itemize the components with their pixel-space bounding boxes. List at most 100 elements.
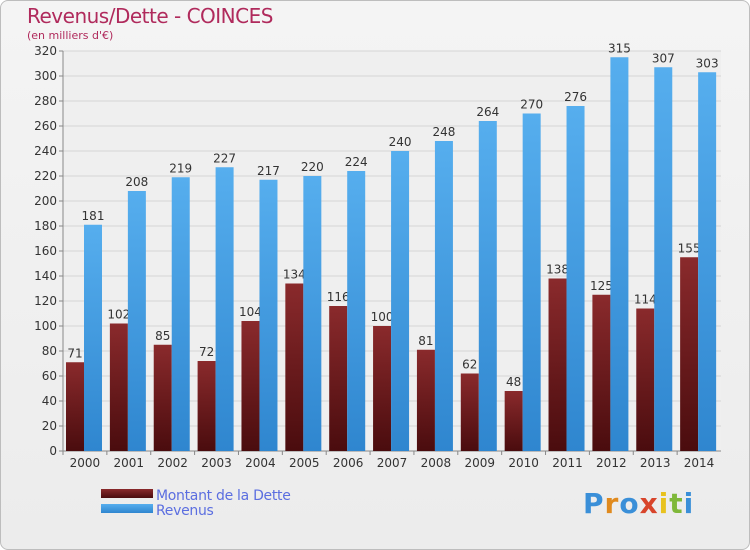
x-tick-label: 2006 xyxy=(333,456,364,470)
bar-dette xyxy=(680,257,699,451)
chart-subtitle: (en milliers d'€) xyxy=(27,29,114,42)
logo-letter: r xyxy=(604,487,620,520)
bar-revenus xyxy=(522,113,541,451)
y-tick-label: 40 xyxy=(42,394,57,408)
logo-letter: o xyxy=(619,487,640,520)
data-label-revenus: 315 xyxy=(608,41,631,55)
data-label-dette: 85 xyxy=(155,329,170,343)
data-label-revenus: 307 xyxy=(652,51,675,65)
bar-dette xyxy=(636,308,655,451)
y-tick-label: 200 xyxy=(34,194,57,208)
data-label-revenus: 264 xyxy=(476,105,499,119)
data-label-dette: 138 xyxy=(546,263,569,277)
data-label-revenus: 270 xyxy=(520,98,543,112)
y-tick-label: 220 xyxy=(34,169,57,183)
logo-letter: i xyxy=(683,487,695,520)
bar-revenus xyxy=(171,177,190,451)
legend-swatch-dette xyxy=(101,489,153,498)
logo-letter: t xyxy=(669,487,684,520)
bar-dette xyxy=(548,278,567,451)
y-tick-label: 300 xyxy=(34,69,57,83)
bar-dette xyxy=(504,391,523,451)
data-label-dette: 116 xyxy=(327,290,350,304)
data-label-revenus: 224 xyxy=(345,155,368,169)
bar-revenus xyxy=(566,106,585,451)
bar-revenus xyxy=(654,67,673,451)
bar-revenus xyxy=(347,171,366,451)
x-tick-label: 2002 xyxy=(157,456,188,470)
chart-title: Revenus/Dette - COINCES xyxy=(27,4,273,28)
bar-dette xyxy=(109,323,128,451)
x-tick-label: 2004 xyxy=(245,456,276,470)
data-label-revenus: 240 xyxy=(389,135,412,149)
data-label-revenus: 248 xyxy=(432,125,455,139)
data-label-revenus: 276 xyxy=(564,90,587,104)
y-tick-label: 100 xyxy=(34,319,57,333)
data-label-revenus: 303 xyxy=(696,56,719,70)
data-label-dette: 104 xyxy=(239,305,262,319)
data-label-dette: 48 xyxy=(506,375,521,389)
bar-dette xyxy=(592,294,611,451)
bar-revenus xyxy=(259,179,278,451)
y-tick-label: 280 xyxy=(34,94,57,108)
x-tick-label: 2012 xyxy=(596,456,627,470)
x-tick-label: 2001 xyxy=(114,456,145,470)
bar-dette xyxy=(153,344,172,451)
bar-dette xyxy=(66,362,84,451)
logo-letter: i xyxy=(658,487,670,520)
data-label-dette: 81 xyxy=(418,334,433,348)
x-tick-label: 2007 xyxy=(377,456,408,470)
bar-revenus xyxy=(303,176,322,451)
y-tick-label: 260 xyxy=(34,119,57,133)
legend-swatch-revenus xyxy=(101,504,153,513)
bar-dette xyxy=(373,326,392,451)
data-label-revenus: 227 xyxy=(213,151,236,165)
data-label-dette: 114 xyxy=(634,293,657,307)
data-label-dette: 62 xyxy=(462,358,477,372)
bar-revenus xyxy=(434,141,453,451)
data-label-revenus: 208 xyxy=(125,175,148,189)
proxiti-logo: Proxiti xyxy=(583,487,694,520)
bar-revenus xyxy=(698,72,717,451)
legend-label-revenus: Revenus xyxy=(156,503,214,519)
logo-letter: x xyxy=(639,487,659,520)
data-label-dette: 125 xyxy=(590,279,613,293)
y-tick-label: 0 xyxy=(49,444,57,458)
logo-letter: P xyxy=(583,487,605,520)
data-label-dette: 102 xyxy=(107,308,130,322)
y-tick-label: 120 xyxy=(34,294,57,308)
x-tick-label: 2000 xyxy=(70,456,101,470)
data-label-revenus: 217 xyxy=(257,164,280,178)
x-tick-label: 2003 xyxy=(201,456,232,470)
bar-revenus xyxy=(215,167,234,451)
x-tick-label: 2013 xyxy=(640,456,671,470)
bar-revenus xyxy=(127,191,146,451)
data-label-dette: 134 xyxy=(283,268,306,282)
y-tick-label: 320 xyxy=(34,44,57,58)
data-label-dette: 155 xyxy=(678,241,701,255)
bar-dette xyxy=(460,373,479,451)
x-tick-label: 2014 xyxy=(684,456,715,470)
bar-dette xyxy=(329,306,348,451)
x-tick-label: 2008 xyxy=(421,456,452,470)
bar-revenus xyxy=(84,224,102,451)
y-tick-label: 60 xyxy=(42,369,57,383)
bar-dette xyxy=(416,349,435,451)
bar-revenus xyxy=(610,57,629,451)
y-tick-label: 240 xyxy=(34,144,57,158)
y-tick-label: 160 xyxy=(34,244,57,258)
data-label-revenus: 219 xyxy=(169,161,192,175)
x-tick-label: 2011 xyxy=(552,456,583,470)
x-tick-label: 2010 xyxy=(508,456,539,470)
y-tick-label: 180 xyxy=(34,219,57,233)
y-tick-label: 20 xyxy=(42,419,57,433)
bar-dette xyxy=(241,321,260,451)
legend-label-dette: Montant de la Dette xyxy=(156,488,291,504)
y-tick-label: 80 xyxy=(42,344,57,358)
data-label-revenus: 181 xyxy=(82,209,105,223)
x-tick-label: 2005 xyxy=(289,456,320,470)
bar-revenus xyxy=(478,121,497,451)
bar-dette xyxy=(285,283,304,451)
bar-chart: 0 20 40 60 80 100 120 140 160 180 200 220 240 260 280 3… xyxy=(34,41,721,470)
